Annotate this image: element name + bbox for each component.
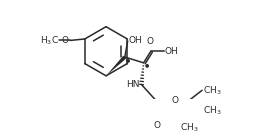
Text: ●: ● (144, 62, 149, 67)
Polygon shape (106, 56, 126, 76)
Text: CH$_3$: CH$_3$ (203, 84, 221, 97)
Text: O: O (62, 36, 69, 45)
Text: HN: HN (126, 80, 140, 89)
Text: CH$_3$: CH$_3$ (180, 121, 198, 134)
Text: OH: OH (164, 47, 178, 56)
Text: CH$_3$: CH$_3$ (203, 104, 221, 117)
Text: O: O (153, 121, 160, 130)
Text: O: O (147, 37, 154, 46)
Text: OH: OH (128, 36, 142, 45)
Text: ●: ● (126, 57, 130, 62)
Text: O: O (171, 96, 178, 105)
Text: H$_3$C: H$_3$C (40, 34, 59, 47)
